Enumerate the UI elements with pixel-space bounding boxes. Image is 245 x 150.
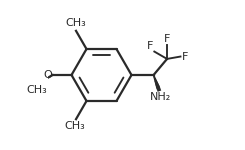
Text: CH₃: CH₃ (65, 121, 86, 131)
Text: NH₂: NH₂ (150, 92, 171, 102)
Text: F: F (147, 41, 153, 51)
Text: F: F (164, 34, 170, 44)
Text: CH₃: CH₃ (65, 18, 86, 28)
Text: O: O (43, 70, 52, 80)
Text: CH₃: CH₃ (26, 85, 47, 95)
Text: F: F (182, 52, 188, 61)
